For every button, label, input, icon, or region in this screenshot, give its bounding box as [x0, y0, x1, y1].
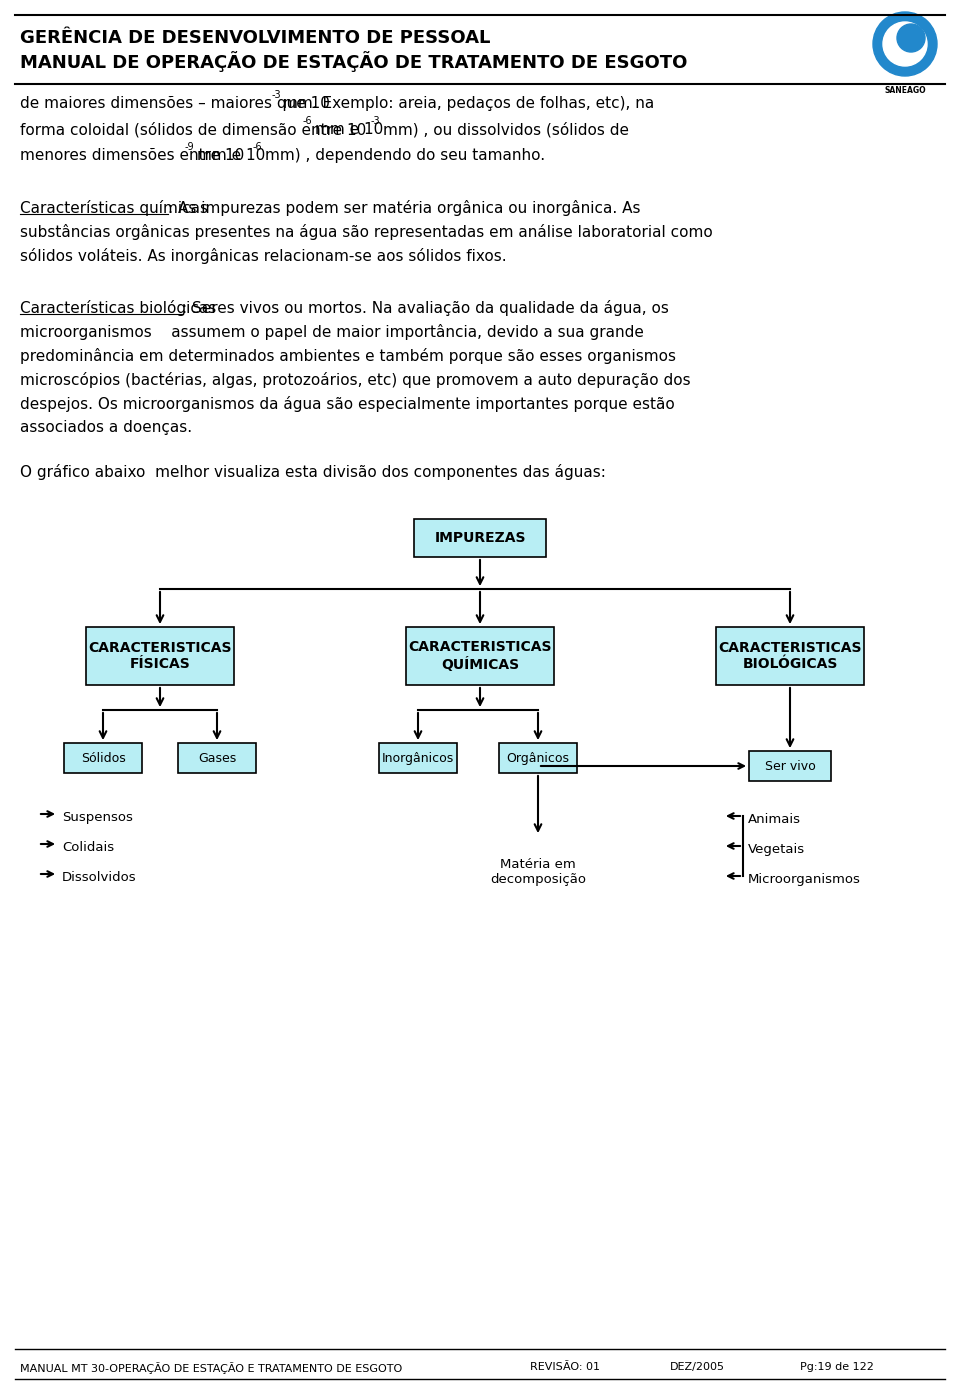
- Text: : As impurezas podem ser matéria orgânica ou inorgânica. As: : As impurezas podem ser matéria orgânic…: [168, 199, 640, 216]
- Text: CARACTERISTICAS
FÍSICAS: CARACTERISTICAS FÍSICAS: [88, 641, 231, 671]
- Text: SANEAGO: SANEAGO: [884, 85, 925, 95]
- Text: de maiores dimensões – maiores que 10: de maiores dimensões – maiores que 10: [20, 96, 330, 112]
- FancyBboxPatch shape: [64, 743, 142, 774]
- Text: Colidais: Colidais: [62, 841, 114, 853]
- Text: MANUAL DE OPERAÇÃO DE ESTAÇÃO DE TRATAMENTO DE ESGOTO: MANUAL DE OPERAÇÃO DE ESTAÇÃO DE TRATAME…: [20, 52, 687, 72]
- Text: -6: -6: [253, 142, 263, 152]
- Text: menores dimensões entre 10: menores dimensões entre 10: [20, 148, 244, 163]
- Text: mm. Exemplo: areia, pedaços de folhas, etc), na: mm. Exemplo: areia, pedaços de folhas, e…: [283, 96, 655, 112]
- Text: DEZ/2005: DEZ/2005: [670, 1362, 725, 1372]
- Text: substâncias orgânicas presentes na água são representadas em análise laboratoria: substâncias orgânicas presentes na água …: [20, 224, 712, 240]
- FancyBboxPatch shape: [406, 627, 554, 684]
- Text: Vegetais: Vegetais: [748, 842, 805, 856]
- Text: predominância em determinados ambientes e também porque são esses organismos: predominância em determinados ambientes …: [20, 348, 676, 364]
- Circle shape: [883, 22, 927, 66]
- Text: mm) , dependendo do seu tamanho.: mm) , dependendo do seu tamanho.: [265, 148, 545, 163]
- FancyBboxPatch shape: [716, 627, 864, 684]
- Text: Características biológicas: Características biológicas: [20, 300, 216, 316]
- Text: IMPUREZAS: IMPUREZAS: [434, 531, 526, 545]
- FancyBboxPatch shape: [749, 751, 831, 781]
- Circle shape: [873, 13, 937, 77]
- FancyBboxPatch shape: [414, 519, 546, 558]
- Text: REVISÃO: 01: REVISÃO: 01: [530, 1362, 600, 1372]
- Text: Dissolvidos: Dissolvidos: [62, 870, 136, 884]
- Text: -3: -3: [371, 116, 380, 125]
- Text: associados a doenças.: associados a doenças.: [20, 420, 192, 435]
- FancyBboxPatch shape: [178, 743, 256, 774]
- Text: GERÊNCIA DE DESENVOLVIMENTO DE PESSOAL: GERÊNCIA DE DESENVOLVIMENTO DE PESSOAL: [20, 29, 491, 47]
- Text: Gases: Gases: [198, 751, 236, 764]
- Text: O gráfico abaixo  melhor visualiza esta divisão dos componentes das águas:: O gráfico abaixo melhor visualiza esta d…: [20, 464, 606, 480]
- Text: mm) , ou dissolvidos (sólidos de: mm) , ou dissolvidos (sólidos de: [383, 123, 629, 138]
- Text: forma coloidal (sólidos de dimensão entre 10: forma coloidal (sólidos de dimensão entr…: [20, 123, 367, 138]
- Text: Orgânicos: Orgânicos: [507, 751, 569, 764]
- Text: -6: -6: [303, 116, 313, 125]
- FancyBboxPatch shape: [86, 627, 234, 684]
- Text: Inorgânicos: Inorgânicos: [382, 751, 454, 764]
- Text: Microorganismos: Microorganismos: [748, 873, 861, 885]
- Text: despejos. Os microorganismos da água são especialmente importantes porque estão: despejos. Os microorganismos da água são…: [20, 396, 675, 413]
- Text: Animais: Animais: [748, 813, 801, 825]
- Text: CARACTERISTICAS
BIOLÓGICAS: CARACTERISTICAS BIOLÓGICAS: [718, 641, 862, 671]
- Text: microscópios (bactérias, algas, protozoários, etc) que promovem a auto depuração: microscópios (bactérias, algas, protozoá…: [20, 372, 690, 388]
- FancyBboxPatch shape: [379, 743, 457, 774]
- FancyBboxPatch shape: [499, 743, 577, 774]
- Text: CARACTERISTICAS
QUÍMICAS: CARACTERISTICAS QUÍMICAS: [408, 640, 552, 672]
- Text: mm e 10: mm e 10: [315, 123, 383, 137]
- Text: Sólidos: Sólidos: [81, 751, 126, 764]
- Text: Matéria em
decomposição: Matéria em decomposição: [490, 857, 586, 887]
- Circle shape: [897, 24, 925, 52]
- Text: Características químicas: Características químicas: [20, 199, 208, 216]
- Text: sólidos voláteis. As inorgânicas relacionam-se aos sólidos fixos.: sólidos voláteis. As inorgânicas relacio…: [20, 248, 507, 263]
- Text: Suspensos: Suspensos: [62, 810, 132, 824]
- Text: Ser vivo: Ser vivo: [764, 760, 815, 772]
- Text: -3: -3: [272, 91, 281, 100]
- Text: MANUAL MT 30-OPERAÇÃO DE ESTAÇÃO E TRATAMENTO DE ESGOTO: MANUAL MT 30-OPERAÇÃO DE ESTAÇÃO E TRATA…: [20, 1362, 402, 1374]
- Text: microorganismos    assumem o papel de maior importância, devido a sua grande: microorganismos assumem o papel de maior…: [20, 323, 644, 340]
- Text: Pg:19 de 122: Pg:19 de 122: [800, 1362, 874, 1372]
- Text: : Seres vivos ou mortos. Na avaliação da qualidade da água, os: : Seres vivos ou mortos. Na avaliação da…: [182, 300, 669, 316]
- Text: -9: -9: [185, 142, 195, 152]
- Text: mm e 10: mm e 10: [197, 148, 265, 163]
